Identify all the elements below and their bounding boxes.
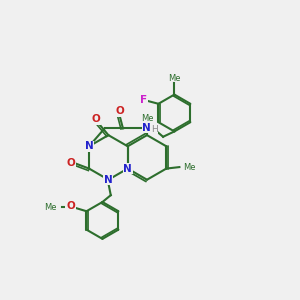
Text: O: O: [115, 106, 124, 116]
Text: O: O: [67, 158, 76, 168]
Text: O: O: [66, 202, 75, 212]
Text: O: O: [91, 114, 100, 124]
Text: Me: Me: [184, 163, 196, 172]
Text: F: F: [140, 95, 147, 105]
Text: N: N: [123, 164, 132, 174]
Text: N: N: [104, 175, 113, 185]
Text: N: N: [142, 123, 151, 133]
Text: N: N: [85, 141, 94, 151]
Text: Me: Me: [141, 114, 153, 123]
Text: Me: Me: [44, 202, 57, 211]
Text: Me: Me: [168, 74, 181, 83]
Text: H: H: [151, 125, 158, 134]
